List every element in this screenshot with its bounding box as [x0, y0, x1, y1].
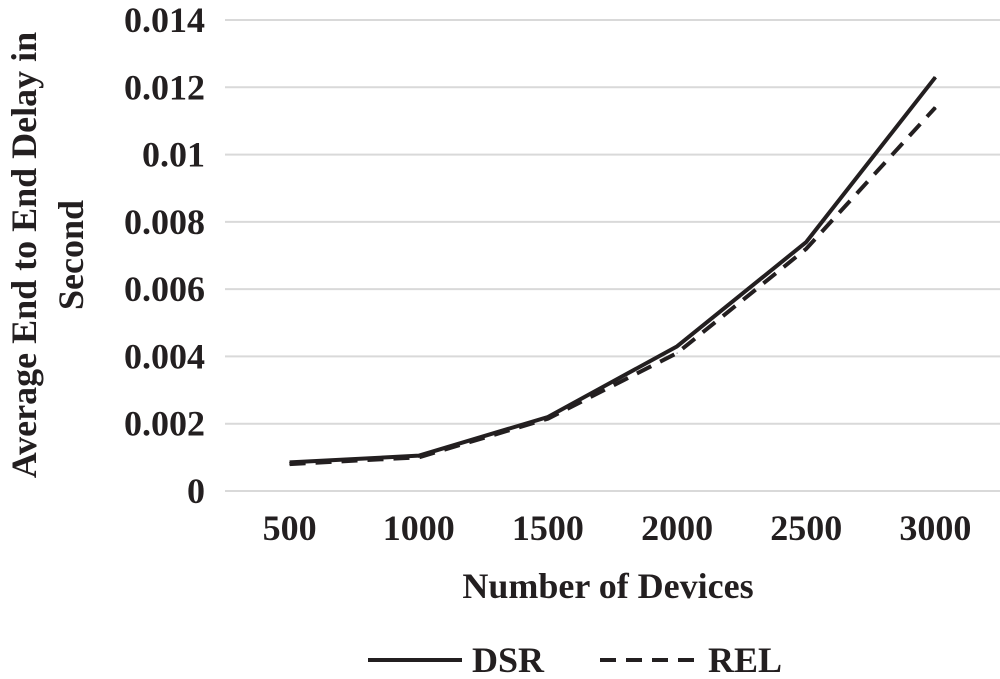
gridlines: [225, 19, 1000, 492]
x-tick-label: 500: [263, 508, 317, 548]
data-point-rel: [418, 456, 420, 458]
x-tick-label: 1500: [512, 508, 584, 548]
data-point-rel: [676, 352, 678, 354]
y-tick-label: 0.012: [124, 67, 205, 107]
y-tick-label: 0.006: [124, 269, 205, 309]
data-point-rel: [934, 106, 936, 108]
series-line-dsr: [289, 75, 937, 465]
legend-label-rel: REL: [708, 640, 782, 679]
y-axis-title-line-2: Second: [51, 200, 91, 310]
data-point-dsr: [805, 241, 807, 243]
data-point-rel: [289, 463, 291, 465]
data-point-rel: [547, 418, 549, 420]
y-axis-ticks: 0 0.002 0.004 0.006 0.008 0.01 0.012 0.014: [124, 0, 205, 511]
data-point-dsr: [676, 345, 678, 347]
y-tick-label: 0.01: [142, 135, 205, 175]
data-point-dsr: [934, 76, 936, 78]
x-axis-title: Number of Devices: [462, 566, 753, 606]
legend: DSR REL: [368, 640, 782, 679]
series-line-rel: [289, 106, 937, 467]
y-tick-label: 0.014: [124, 0, 205, 40]
series-lines: [289, 75, 937, 467]
x-axis-ticks: 500 1000 1500 2000 2500 3000: [263, 508, 972, 548]
y-tick-label: 0: [187, 471, 205, 511]
y-axis-title-line-1: Average End to End Delay in: [4, 32, 44, 478]
legend-label-dsr: DSR: [472, 640, 545, 679]
x-tick-label: 3000: [899, 508, 971, 548]
y-tick-label: 0.002: [124, 404, 205, 444]
y-tick-label: 0.004: [124, 336, 205, 376]
x-tick-label: 1000: [383, 508, 455, 548]
y-tick-label: 0.008: [124, 202, 205, 242]
x-tick-label: 2000: [641, 508, 713, 548]
data-point-rel: [805, 248, 807, 250]
x-tick-label: 2500: [770, 508, 842, 548]
